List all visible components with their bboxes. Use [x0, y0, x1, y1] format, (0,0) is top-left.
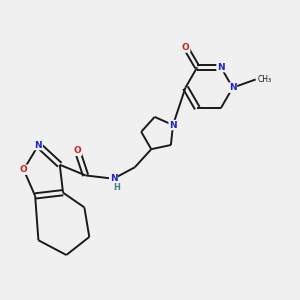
Text: N: N: [34, 141, 42, 150]
Text: N: N: [217, 63, 225, 72]
Text: N: N: [110, 174, 117, 183]
Text: CH₃: CH₃: [257, 75, 272, 84]
Text: O: O: [74, 146, 81, 155]
Text: O: O: [182, 43, 190, 52]
Text: N: N: [229, 83, 236, 92]
Text: H: H: [113, 183, 120, 192]
Text: O: O: [20, 165, 28, 174]
Text: N: N: [169, 121, 177, 130]
